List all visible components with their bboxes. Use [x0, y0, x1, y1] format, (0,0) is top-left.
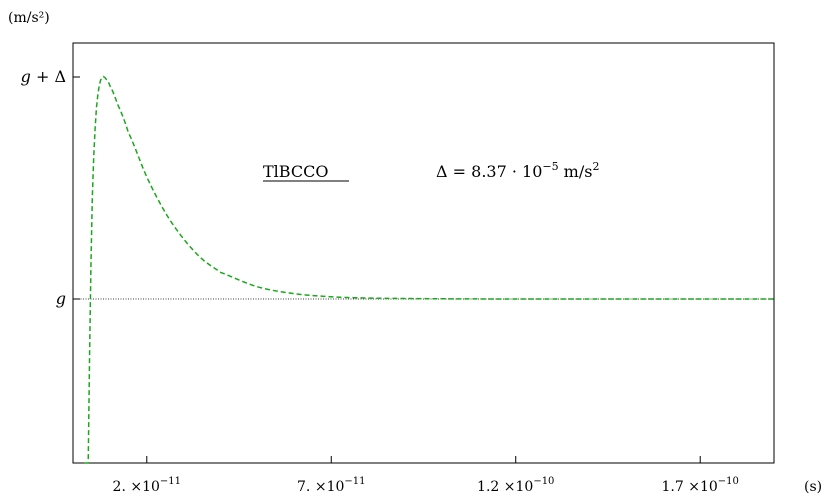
annotation-delta: Δ = 8.37 · 10−5 m/s2: [436, 160, 599, 181]
series-line-tlbcco: [84, 75, 774, 464]
x-tick-label-0: 2. ×10−11: [113, 476, 181, 495]
x-axis-ticks: 2. ×10−11 7. ×10−11 1.2 ×10−10 1.7 ×10−10: [113, 456, 739, 495]
plot-frame: [72, 42, 775, 464]
x-tick-label-3: 1.7 ×10−10: [662, 476, 739, 495]
y-tick-label-g-plus-delta: g + Δ: [21, 67, 66, 86]
y-tick-label-g: g: [56, 289, 66, 308]
x-tick-label-2: 1.2 ×10−10: [477, 476, 554, 495]
x-tick-label-1: 7. ×10−11: [297, 476, 365, 495]
y-axis-unit-label: (m/s²): [8, 10, 50, 26]
annotation-material: TlBCCO: [263, 162, 328, 181]
x-axis-unit-label: (s): [804, 479, 822, 495]
